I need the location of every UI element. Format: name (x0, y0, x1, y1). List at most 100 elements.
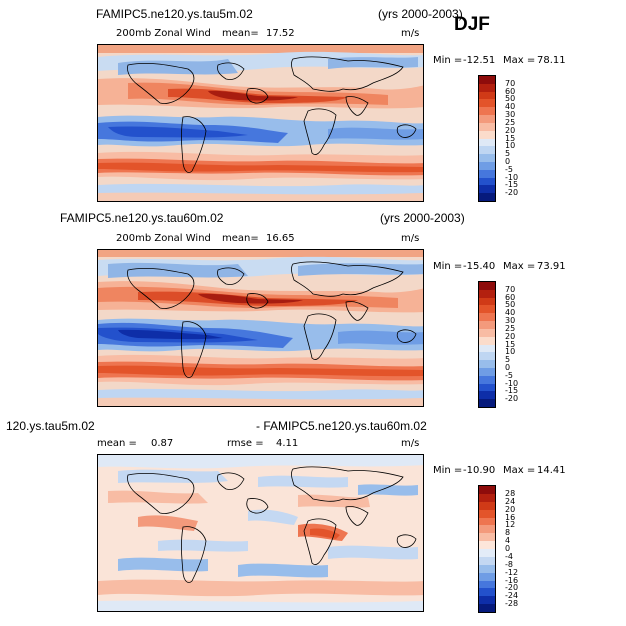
colorbar-swatch (479, 169, 495, 178)
colorbar-tick-label: -10 (505, 172, 519, 182)
panel-2-min-value: -15.40 (463, 261, 496, 272)
colorbar-tick-label: 70 (505, 78, 516, 88)
panel-1-mean-value: 17.52 (266, 28, 295, 39)
colorbar-swatch (479, 115, 495, 123)
colorbar-tick-label: 30 (505, 316, 516, 326)
colorbar-tick-label: -15 (505, 386, 519, 396)
colorbar-swatch (479, 556, 495, 565)
colorbar-tick-label: -4 (505, 551, 513, 561)
colorbar-swatch (479, 107, 495, 116)
panel-1-map (97, 44, 424, 202)
colorbar-tick-label: 60 (505, 86, 516, 96)
colorbar-swatch (479, 99, 495, 108)
colorbar-tick-label: -20 (505, 188, 519, 198)
colorbar-swatch (479, 596, 495, 605)
colorbar-tick-label: 0 (505, 544, 511, 553)
colorbar-tick-label: 50 (505, 94, 516, 104)
colorbar-swatch (479, 486, 495, 494)
colorbar-tick-label: 20 (505, 504, 516, 514)
colorbar-tick-label: 10 (505, 141, 516, 151)
colorbar-swatch (479, 533, 495, 542)
colorbar-swatch (479, 383, 495, 392)
colorbar-tick-label: 0 (505, 156, 511, 166)
colorbar-tick-label: 30 (505, 110, 516, 120)
colorbar-tick-label: 15 (505, 339, 516, 349)
colorbar-tick-label: 70 (505, 284, 516, 294)
colorbar-tick-label: -8 (505, 559, 513, 569)
panel-3-max-label: Max = (503, 465, 536, 476)
colorbar-swatch (479, 367, 495, 376)
panel-3-min-label: Min = (433, 465, 463, 476)
colorbar-swatch (479, 83, 495, 92)
colorbar-tick-label: 8 (505, 528, 511, 538)
colorbar-swatch (479, 289, 495, 298)
colorbar-swatch (479, 336, 495, 345)
colorbar-swatch (479, 177, 495, 186)
colorbar-swatch (479, 305, 495, 314)
colorbar-tick-label: 20 (505, 125, 516, 135)
panel-1-colorbar (478, 75, 496, 202)
colorbar-tick-label: 50 (505, 300, 516, 310)
colorbar-tick-label: -5 (505, 370, 513, 380)
panel-1-min-label: Min = (433, 55, 463, 66)
colorbar-tick-label: 0 (505, 362, 511, 372)
colorbar-swatch (479, 321, 495, 329)
colorbar-swatch (479, 564, 495, 573)
colorbar-swatch (479, 352, 495, 361)
colorbar-tick-label: 28 (505, 488, 516, 498)
colorbar-tick-label: 25 (505, 323, 516, 333)
panel-1-max-label: Max = (503, 55, 536, 66)
panel-3-mean-label: mean = (97, 438, 137, 449)
colorbar-tick-label: 5 (505, 149, 511, 159)
colorbar-tick-label: 40 (505, 308, 516, 318)
colorbar-swatch (479, 493, 495, 502)
panel-1-years: (yrs 2000-2003) (378, 7, 463, 21)
colorbar-swatch (479, 146, 495, 155)
colorbar-tick-label: -5 (505, 164, 513, 174)
colorbar-tick-label: 25 (505, 117, 516, 127)
panel-2-min-label: Min = (433, 261, 463, 272)
panel-1-field-name: 200mb Zonal Wind (116, 28, 211, 39)
colorbar-swatch (479, 313, 495, 322)
colorbar-swatch (479, 541, 495, 549)
colorbar-tick-label: -20 (505, 583, 519, 593)
colorbar-swatch (479, 360, 495, 368)
panel-2-max-label: Max = (503, 261, 536, 272)
colorbar-swatch (479, 375, 495, 384)
colorbar-swatch (479, 193, 495, 201)
colorbar-swatch (479, 282, 495, 290)
panel-2-mean-value: 16.65 (266, 233, 295, 244)
colorbar-swatch (479, 122, 495, 131)
colorbar-swatch (479, 580, 495, 589)
colorbar-swatch (479, 185, 495, 194)
colorbar-swatch (479, 328, 495, 337)
panel-3-map (97, 454, 424, 612)
colorbar-tick-label: -12 (505, 567, 519, 577)
panel-3-rmse-value: 4.11 (276, 438, 299, 449)
colorbar-swatch (479, 572, 495, 581)
panel-2-units: m/s (401, 233, 420, 244)
colorbar-swatch (479, 161, 495, 170)
panel-3-colorbar (478, 485, 496, 613)
colorbar-swatch (479, 517, 495, 526)
colorbar-tick-label: -16 (505, 575, 519, 585)
colorbar-tick-label: -24 (505, 591, 519, 601)
panel-2-field-name: 200mb Zonal Wind (116, 233, 211, 244)
panel-2-map (97, 249, 424, 407)
colorbar-swatch (479, 154, 495, 162)
colorbar-swatch (479, 549, 495, 557)
colorbar-tick-label: 5 (505, 355, 511, 365)
panel-1-min-value: -12.51 (463, 55, 496, 66)
colorbar-tick-label: 60 (505, 292, 516, 302)
panel-2-case-title: FAMIPC5.ne120.ys.tau60m.02 (60, 211, 224, 225)
colorbar-swatch (479, 399, 495, 407)
colorbar-swatch (479, 509, 495, 518)
colorbar-swatch (479, 525, 495, 534)
colorbar-swatch (479, 604, 495, 612)
colorbar-swatch (479, 344, 495, 353)
panel-2-mean-label: mean= (222, 233, 259, 244)
panel-3-max-value: 14.41 (537, 465, 566, 476)
panel-3-min-value: -10.90 (463, 465, 496, 476)
panel-3-case-left: 120.ys.tau5m.02 (6, 419, 95, 433)
panel-2-max-value: 73.91 (537, 261, 566, 272)
